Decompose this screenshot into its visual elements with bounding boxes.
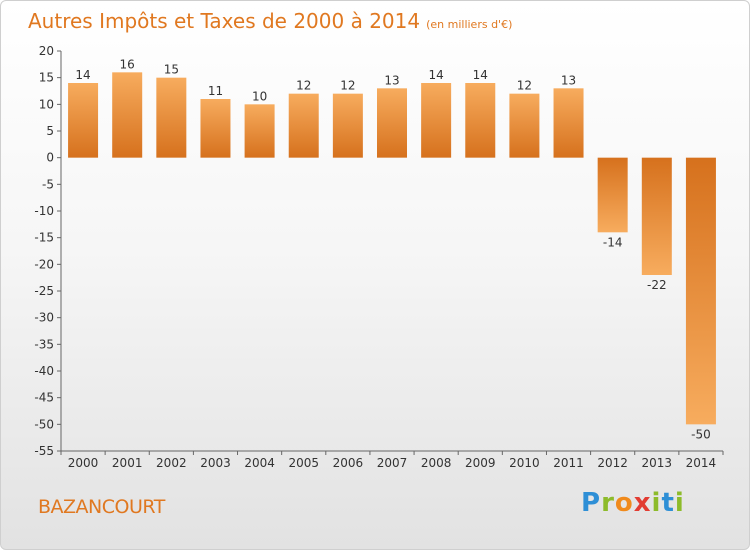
x-tick-label: 2014 bbox=[686, 456, 717, 470]
y-tick-label: -35 bbox=[34, 337, 54, 351]
bar-value-label: 16 bbox=[120, 57, 135, 71]
logo-letter: i bbox=[674, 488, 685, 518]
y-tick-label: 20 bbox=[39, 44, 54, 58]
bar bbox=[421, 83, 452, 158]
x-tick-label: 2002 bbox=[156, 456, 187, 470]
y-tick-label: 10 bbox=[39, 97, 54, 111]
y-tick-label: -25 bbox=[34, 284, 54, 298]
bar-value-label: 14 bbox=[428, 68, 443, 82]
x-tick-label: 2010 bbox=[509, 456, 540, 470]
bar-value-label: 12 bbox=[296, 79, 311, 93]
y-tick-label: -10 bbox=[34, 204, 54, 218]
bar-value-label: 11 bbox=[208, 84, 223, 98]
bars: 14 16 15 11 10 12 12 13 14 14 12 13 -14 -22 -50 bbox=[68, 57, 716, 441]
bar-value-label: 13 bbox=[384, 73, 399, 87]
bar bbox=[641, 157, 672, 275]
y-tick-label: 5 bbox=[46, 124, 54, 138]
x-tick-label: 2013 bbox=[642, 456, 673, 470]
logo-letter: P bbox=[581, 488, 602, 518]
bar bbox=[377, 88, 407, 158]
chart-title: Autres Impôts et Taxes de 2000 à 2014 bbox=[28, 9, 421, 33]
bar-value-label: 12 bbox=[340, 79, 355, 93]
x-tick-label: 2012 bbox=[597, 456, 628, 470]
bar-value-label: 14 bbox=[75, 68, 90, 82]
bar bbox=[553, 88, 584, 158]
bar bbox=[685, 157, 716, 425]
bar bbox=[332, 93, 363, 158]
x-tick-label: 2004 bbox=[244, 456, 275, 470]
x-tick-label: 2003 bbox=[200, 456, 231, 470]
y-tick-label: -45 bbox=[34, 391, 54, 405]
bar bbox=[200, 99, 231, 158]
bar bbox=[597, 157, 628, 233]
bar bbox=[244, 104, 275, 158]
x-tick-label: 2007 bbox=[377, 456, 408, 470]
x-tick-label: 2000 bbox=[68, 456, 99, 470]
y-tick-label: -55 bbox=[34, 444, 54, 458]
y-tick-label: 0 bbox=[46, 151, 54, 165]
logo-letter: r bbox=[601, 488, 615, 518]
x-tick-label: 2006 bbox=[333, 456, 364, 470]
bar-value-label: 15 bbox=[164, 63, 179, 77]
logo-letter: t bbox=[661, 488, 675, 518]
y-tick-label: -30 bbox=[34, 311, 54, 325]
bar-value-label: 14 bbox=[473, 68, 488, 82]
bar-value-label: -50 bbox=[691, 427, 711, 441]
bar-value-label: 10 bbox=[252, 89, 267, 103]
bar bbox=[68, 83, 99, 158]
x-tick-label: 2005 bbox=[288, 456, 319, 470]
chart-title-block: Autres Impôts et Taxes de 2000 à 2014 (en… bbox=[28, 9, 512, 33]
x-tick-label: 2011 bbox=[553, 456, 584, 470]
proxiti-logo: Proxiti bbox=[581, 488, 685, 518]
y-tick-label: 15 bbox=[39, 71, 54, 85]
x-axis: 2000 2001 2002 2003 2004 2005 2006 2007 2008 2009… bbox=[60, 450, 724, 470]
bar bbox=[509, 93, 540, 158]
bar bbox=[288, 93, 319, 158]
y-axis: 20 15 10 5 0 -5 -10 -15 -20 -25 -30 -35 -40 -45 -50 -55 bbox=[34, 44, 62, 458]
y-tick-label: -5 bbox=[42, 177, 54, 191]
bar bbox=[465, 83, 496, 158]
bar-value-label: -14 bbox=[603, 235, 623, 249]
y-tick-label: -40 bbox=[34, 364, 54, 378]
y-tick-label: -15 bbox=[34, 231, 54, 245]
chart-subtitle: (en milliers d'€) bbox=[426, 18, 513, 31]
bar-value-label: -22 bbox=[647, 278, 667, 292]
bar-value-label: 13 bbox=[561, 73, 576, 87]
x-tick-label: 2009 bbox=[465, 456, 496, 470]
y-tick-label: -50 bbox=[34, 417, 54, 431]
bar-value-label: 12 bbox=[517, 79, 532, 93]
logo-letter: o bbox=[614, 488, 634, 518]
bar bbox=[156, 77, 187, 158]
x-tick-label: 2001 bbox=[112, 456, 143, 470]
bar bbox=[112, 72, 143, 158]
logo-letter: x bbox=[633, 488, 652, 518]
logo-letter: i bbox=[651, 488, 662, 518]
x-tick-label: 2008 bbox=[421, 456, 452, 470]
commune-name: BAZANCOURT bbox=[38, 496, 165, 518]
y-tick-label: -20 bbox=[34, 257, 54, 271]
